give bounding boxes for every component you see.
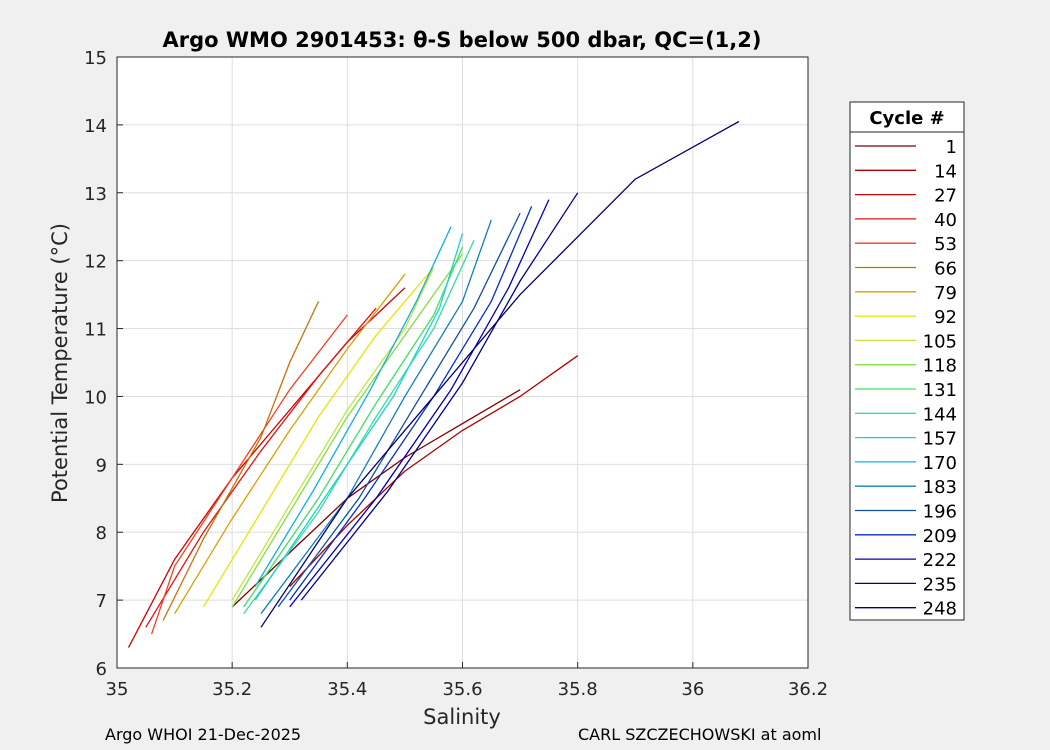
- legend-label-157: 157: [923, 429, 957, 450]
- y-tick-label: 6: [96, 659, 107, 680]
- grid: [116, 56, 809, 669]
- legend-items: 1 14 27 40 53 66 79 92 105 118 131 144 157 170 183 196 2…: [855, 137, 957, 620]
- legend-label-222: 222: [923, 550, 957, 571]
- x-tick-label: 36: [681, 679, 704, 700]
- legend-label-235: 235: [923, 574, 957, 595]
- x-tick-label: 35: [106, 679, 129, 700]
- legend-label-196: 196: [923, 502, 957, 523]
- series-line-cycle-1: [231, 389, 521, 608]
- footer-left: Argo WHOI 21-Dec-2025: [105, 725, 302, 744]
- y-tick-label: 13: [84, 184, 107, 205]
- series-line-cycle-118: [231, 253, 464, 608]
- series-lines: [127, 120, 740, 648]
- series-line-cycle-92: [202, 267, 435, 608]
- legend-label-79: 79: [934, 283, 957, 304]
- series-line-cycle-40: [145, 307, 377, 628]
- y-tick-label: 15: [84, 48, 107, 69]
- legend-label-131: 131: [923, 380, 957, 401]
- legend-label-1: 1: [946, 137, 957, 158]
- y-tick-label: 11: [84, 320, 107, 341]
- y-tick-label: 12: [84, 252, 107, 273]
- plot-frame: [116, 56, 809, 669]
- legend-title: Cycle #: [869, 108, 944, 129]
- y-tick-labels: 6 7 8 9 10 11 12 13 14 15: [84, 48, 107, 680]
- x-tick-label: 35.2: [212, 679, 252, 700]
- legend: Cycle # 1 14 27 40 53 66 79 92 105 118 131 144 157 17…: [849, 101, 965, 621]
- series-line-cycle-183: [260, 219, 492, 615]
- footer-right: CARL SZCZECHOWSKI at aoml: [578, 725, 822, 744]
- legend-label-183: 183: [923, 477, 957, 498]
- y-tick-label: 10: [84, 387, 107, 408]
- series-line-cycle-53: [150, 314, 348, 635]
- legend-label-92: 92: [934, 307, 957, 328]
- series-line-cycle-196: [277, 212, 521, 608]
- x-tick-labels: 35 35.2 35.4 35.6 35.8 36 36.2: [106, 679, 828, 700]
- legend-label-248: 248: [923, 599, 957, 620]
- legend-label-53: 53: [934, 234, 957, 255]
- legend-label-66: 66: [934, 259, 957, 280]
- chart-title: Argo WMO 2901453: θ-S below 500 dbar, QC…: [163, 28, 762, 52]
- series-line-cycle-170: [254, 226, 452, 587]
- y-tick-label: 7: [96, 591, 107, 612]
- series-line-cycle-66: [162, 301, 320, 621]
- legend-box: [849, 101, 965, 621]
- y-tick-label: 8: [96, 523, 107, 544]
- series-line-cycle-235: [300, 192, 579, 601]
- y-tick-label: 9: [96, 455, 107, 476]
- series-line-cycle-222: [289, 199, 550, 608]
- x-tick-label: 35.6: [442, 679, 482, 700]
- x-tick-label: 36.2: [788, 679, 828, 700]
- legend-label-209: 209: [923, 526, 957, 547]
- series-line-cycle-105: [231, 267, 435, 601]
- legend-label-118: 118: [923, 356, 957, 377]
- legend-label-27: 27: [934, 186, 957, 207]
- series-line-cycle-144: [243, 240, 475, 615]
- legend-label-14: 14: [934, 161, 957, 182]
- x-tick-label: 35.8: [558, 679, 598, 700]
- x-axis-label: Salinity: [423, 705, 501, 729]
- legend-label-170: 170: [923, 453, 957, 474]
- legend-label-105: 105: [923, 331, 957, 352]
- x-tick-label: 35.4: [327, 679, 367, 700]
- y-axis-label: Potential Temperature (°C): [48, 223, 72, 503]
- legend-label-40: 40: [934, 210, 957, 231]
- series-line-cycle-131: [243, 246, 464, 608]
- series-line-cycle-79: [174, 273, 406, 615]
- series-line-cycle-157: [254, 233, 464, 601]
- series-line-cycle-27: [127, 287, 406, 648]
- legend-label-144: 144: [923, 404, 957, 425]
- y-tick-label: 14: [84, 116, 107, 137]
- series-line-cycle-248: [260, 120, 740, 628]
